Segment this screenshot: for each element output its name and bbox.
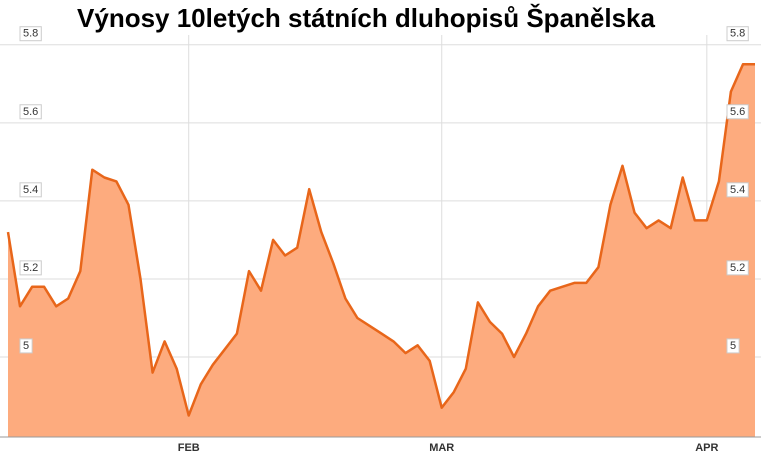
tick-box — [19, 260, 42, 276]
y-tick-label: 5.6 — [23, 106, 38, 118]
tick-box — [19, 338, 33, 354]
y-tick: 5.4 — [726, 182, 749, 198]
y-tick: 5.6 — [726, 104, 749, 120]
y-tick-label: 5.4 — [730, 184, 745, 196]
line — [6, 63, 755, 417]
y-tick: 5.6 — [19, 104, 42, 120]
tick-box — [19, 104, 42, 120]
chart-title: Výnosy 10letých státních dluhopisů Španě… — [77, 3, 655, 33]
y-tick-label: 5.8 — [23, 28, 38, 40]
y-tick-label: 5 — [23, 340, 29, 352]
tick-box — [726, 182, 749, 198]
y-tick-label: 5.2 — [730, 262, 745, 274]
y-tick-label: 5.4 — [23, 184, 38, 196]
tick-box — [19, 182, 42, 198]
y-tick-label: 5.2 — [23, 262, 38, 274]
y-tick-label: 5.6 — [730, 106, 745, 118]
x-tick-label: APR — [695, 442, 718, 454]
tick-box — [19, 26, 42, 42]
y-tick: 5.8 — [726, 26, 749, 42]
x-tick-label: MAR — [429, 442, 454, 454]
y-tick: 5.4 — [19, 182, 42, 198]
tick-box — [726, 260, 749, 276]
y-tick: 5 — [726, 338, 740, 354]
y-tick: 5.8 — [19, 26, 42, 42]
y-tick-label: 5 — [730, 340, 736, 352]
tick-box — [726, 104, 749, 120]
y-tick: 5.2 — [19, 260, 42, 276]
y-tick: 5.2 — [726, 260, 749, 276]
y-tick: 5 — [19, 338, 33, 354]
tick-box — [726, 338, 740, 354]
tick-box — [726, 26, 749, 42]
area — [8, 64, 755, 438]
y-tick-label: 5.8 — [730, 28, 745, 40]
x-tick-label: FEB — [178, 442, 200, 454]
